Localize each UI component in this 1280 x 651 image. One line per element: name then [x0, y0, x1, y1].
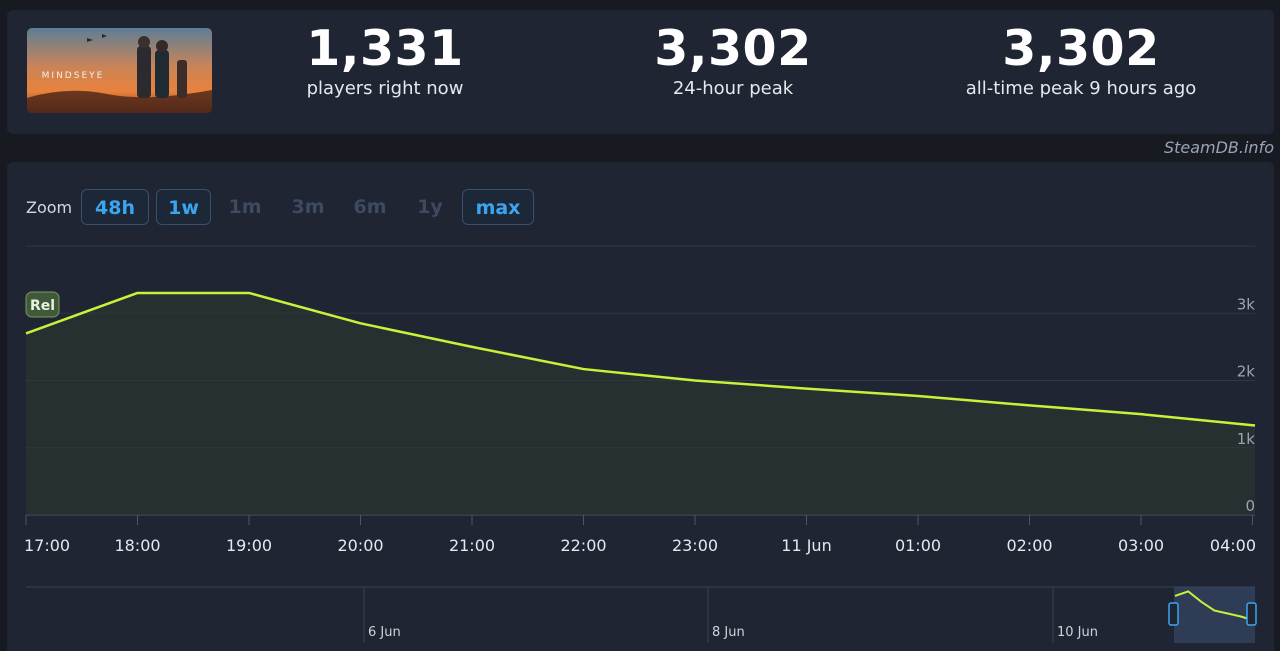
steamdb-watermark[interactable]: SteamDB.info	[1163, 138, 1274, 157]
range-navigator[interactable]: 6 Jun 8 Jun 10 Jun	[26, 586, 1257, 643]
chart-area-fill	[26, 292, 1255, 515]
24h-peak-label: 24-hour peak	[672, 78, 794, 99]
navigator-date-label: 8 Jun	[712, 625, 745, 640]
navigator-left-handle[interactable]	[1168, 602, 1179, 626]
x-tick-label: 23:00	[672, 536, 718, 555]
zoom-1w-button[interactable]: 1w	[156, 189, 211, 225]
release-marker[interactable]: Rel	[25, 291, 60, 318]
game-artwork: MINDSEYE	[27, 28, 212, 113]
x-tick-label: 19:00	[226, 536, 272, 555]
zoom-max-button[interactable]: max	[462, 189, 534, 225]
y-tick-label: 2k	[1237, 363, 1256, 381]
x-tick-label: 01:00	[895, 536, 941, 555]
navigator-series-line	[1174, 590, 1255, 622]
zoom-1m-button[interactable]: 1m	[228, 196, 262, 218]
current-players-label: players right now	[306, 78, 464, 99]
x-tick-label: 17:00	[24, 536, 70, 555]
x-tick-label: 11 Jun	[781, 536, 831, 555]
all-time-peak-value: 3,302	[1002, 20, 1160, 77]
24h-peak-value: 3,302	[654, 20, 812, 77]
release-marker-text: Rel	[30, 298, 55, 314]
x-tick-label: 02:00	[1006, 536, 1052, 555]
y-tick-label: 3k	[1237, 295, 1256, 313]
game-thumbnail[interactable]: MINDSEYE	[27, 28, 212, 113]
stat-current-players: 1,331 players right now	[270, 20, 500, 100]
navigator-selection[interactable]	[1174, 587, 1255, 643]
x-tick-label: 21:00	[449, 536, 495, 555]
stat-24h-peak: 3,302 24-hour peak	[618, 20, 848, 100]
x-tick-label: 03:00	[1118, 536, 1164, 555]
game-logo-text: MINDSEYE	[42, 71, 105, 81]
navigator-date-label: 10 Jun	[1057, 625, 1098, 640]
stat-all-time-peak: 3,302 all-time peak 9 hours ago	[940, 20, 1222, 100]
all-time-peak-label: all-time peak 9 hours ago	[965, 78, 1197, 99]
y-tick-label: 0	[1245, 497, 1255, 515]
zoom-6m-button[interactable]: 6m	[353, 196, 387, 218]
zoom-label: Zoom	[26, 198, 73, 217]
navigator-date-label: 6 Jun	[368, 625, 401, 640]
release-marker-badge	[25, 291, 60, 318]
x-tick-label: 20:00	[337, 536, 383, 555]
zoom-3m-button[interactable]: 3m	[291, 196, 325, 218]
zoom-48h-button[interactable]: 48h	[81, 189, 149, 225]
stats-panel	[7, 10, 1274, 134]
navigator-right-handle[interactable]	[1246, 602, 1257, 626]
x-tick-label: 18:00	[114, 536, 160, 555]
chart-series-line	[25, 291, 1256, 427]
y-tick-label: 1k	[1237, 430, 1256, 448]
x-tick-label: 04:00	[1210, 536, 1256, 555]
x-tick-label: 22:00	[560, 536, 606, 555]
current-players-value: 1,331	[306, 20, 464, 77]
zoom-1y-button[interactable]: 1y	[417, 196, 443, 218]
